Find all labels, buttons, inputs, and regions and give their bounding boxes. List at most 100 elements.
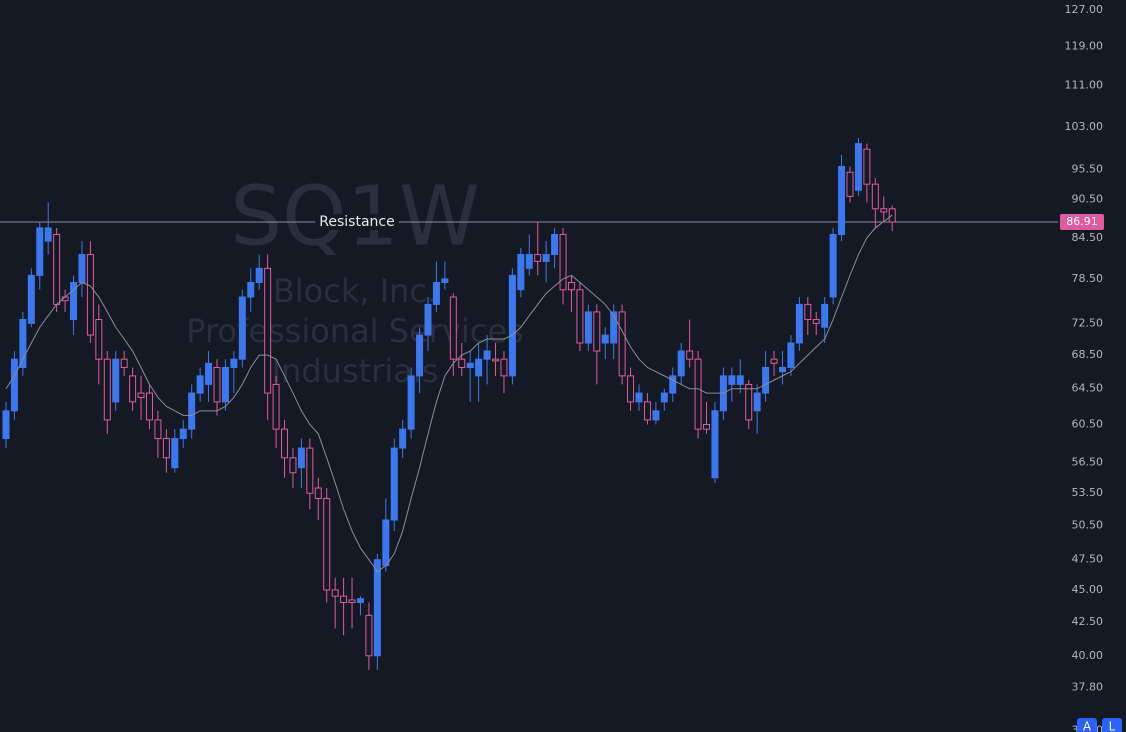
y-tick-label: 72.50	[1072, 316, 1104, 329]
resistance-label: Resistance	[319, 214, 394, 230]
candle-body	[643, 401, 651, 421]
candle-body	[795, 303, 803, 344]
candle-body	[162, 438, 170, 459]
candle-body	[297, 447, 305, 469]
y-tick-label: 50.50	[1072, 518, 1104, 531]
candle-body	[272, 383, 280, 430]
y-tick-label: 119.00	[1065, 39, 1104, 52]
candle-body	[770, 358, 778, 364]
candle-body	[846, 171, 854, 197]
candle-body	[78, 254, 86, 283]
candle-body	[804, 303, 812, 321]
candle-body	[703, 424, 711, 430]
watermark-name: Block, Inc.	[273, 272, 437, 310]
candle-body	[289, 457, 297, 474]
candle-body	[593, 311, 601, 352]
candle-body	[407, 375, 415, 430]
scale-button-label[interactable]: A	[1083, 720, 1092, 732]
candle-body	[390, 447, 398, 521]
candle-body	[694, 358, 702, 430]
candle-body	[340, 595, 348, 603]
watermark-sector: Professional Services	[186, 312, 523, 350]
candle-body	[466, 362, 474, 368]
y-tick-label: 111.00	[1065, 78, 1104, 91]
candle-body	[373, 559, 381, 657]
price-tag	[1060, 214, 1104, 231]
y-tick-label: 40.00	[1072, 649, 1104, 662]
price-tag-label: 86.91	[1066, 215, 1098, 228]
y-tick-label: 60.50	[1072, 418, 1104, 431]
candle-body	[416, 334, 424, 377]
y-tick-label: 84.50	[1072, 231, 1104, 244]
candle-body	[610, 311, 618, 344]
candle-body	[365, 614, 373, 657]
candle-body	[314, 487, 322, 499]
candle-body	[880, 208, 888, 213]
candle-body	[711, 410, 719, 479]
candle-body	[728, 375, 736, 385]
candle-body	[137, 392, 145, 398]
candle-body	[551, 233, 559, 256]
candle-body	[745, 383, 753, 421]
candle-body	[19, 319, 27, 368]
candle-body	[829, 233, 837, 298]
candle-body	[230, 358, 238, 368]
candle-body	[567, 281, 575, 291]
candle-body	[129, 375, 137, 403]
candle-body	[145, 392, 153, 421]
y-tick-label: 64.50	[1072, 382, 1104, 395]
candle-body	[331, 589, 339, 597]
candle-body	[787, 342, 795, 368]
y-tick-label: 47.50	[1072, 553, 1104, 566]
candle-body	[399, 428, 407, 449]
candle-body	[736, 375, 744, 385]
y-tick-label: 42.50	[1072, 615, 1104, 628]
candle-body	[559, 233, 567, 291]
scale-button[interactable]	[1102, 718, 1122, 732]
candle-body	[627, 375, 635, 403]
scale-button-label[interactable]: L	[1109, 720, 1116, 732]
candle-body	[306, 447, 314, 494]
y-tick-label: 103.00	[1065, 120, 1104, 133]
candle-body	[356, 598, 364, 603]
candle-body	[500, 358, 508, 377]
candle-body	[584, 311, 592, 344]
candle-body	[238, 296, 246, 360]
candle-body	[44, 227, 52, 242]
candle-body	[762, 366, 770, 394]
candle-body	[517, 254, 525, 291]
candle-body	[449, 296, 457, 360]
y-tick-label: 78.50	[1072, 272, 1104, 285]
candle-body	[686, 350, 694, 360]
candle-body	[36, 227, 44, 276]
scale-button[interactable]	[1077, 718, 1097, 732]
candle-body	[188, 392, 196, 430]
candle-body	[154, 419, 162, 440]
candle-body	[652, 410, 660, 421]
candle-body	[424, 303, 432, 336]
candle-body	[255, 267, 263, 283]
watermark: SQ1W Block, Inc. Professional Services I…	[186, 169, 523, 390]
candle-body	[323, 497, 331, 591]
candle-body	[753, 392, 761, 412]
candle-body	[53, 233, 61, 305]
candle-body	[601, 334, 609, 344]
candle-body	[483, 350, 491, 360]
candle-body	[27, 274, 35, 324]
y-tick-label: 127.00	[1065, 3, 1104, 16]
candle-body	[348, 599, 356, 603]
candle-body	[2, 410, 10, 440]
candle-body	[171, 438, 179, 469]
candle-body	[70, 281, 78, 321]
y-tick-label: 56.50	[1072, 456, 1104, 469]
candle-body	[382, 519, 390, 567]
candle-body	[492, 358, 500, 362]
candle-body	[247, 281, 255, 298]
candle-body	[120, 358, 128, 368]
candle-body	[196, 375, 204, 394]
candle-body	[10, 358, 18, 412]
candle-body	[863, 148, 871, 185]
candle-body	[441, 278, 449, 283]
